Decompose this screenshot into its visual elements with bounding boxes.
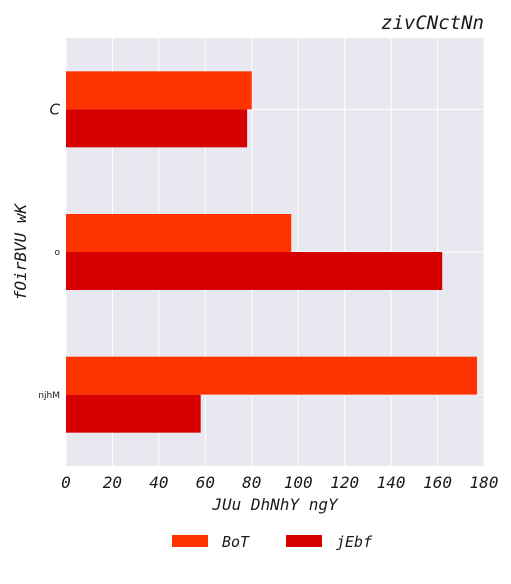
y-axis-label: fOirBVU wK: [11, 202, 30, 300]
bar-jebf-njhm: [66, 394, 201, 433]
legend-label-bot: BoT: [222, 533, 250, 551]
x-tick-label: 80: [242, 473, 261, 492]
x-tick-label: 100: [284, 473, 313, 492]
x-axis-label: JUu DhNhY ngY: [211, 495, 339, 514]
bar-bot-c: [66, 71, 252, 110]
bar-bot-njhm: [66, 356, 478, 395]
legend-swatch-jebf: [286, 535, 322, 547]
bar-jebf-o: [66, 252, 443, 290]
x-tick-label: 160: [423, 473, 452, 492]
x-tick-label: 140: [377, 473, 406, 492]
legend: BoT jEbf: [172, 533, 373, 551]
y-category-label: o: [54, 248, 60, 258]
x-tick-label: 120: [330, 473, 359, 492]
x-tick-labels: 0 20 40 60 80 100 120 140 160 180: [61, 473, 498, 492]
y-category-label: C: [50, 101, 61, 119]
x-tick-label: 60: [196, 473, 215, 492]
y-category-labels: Co njhM: [38, 101, 60, 401]
legend-swatch-bot: [172, 535, 208, 547]
x-tick-label: 40: [149, 473, 168, 492]
bar-bot-o: [66, 214, 292, 252]
bar-jebf-c: [66, 109, 248, 148]
x-tick-label: 0: [61, 473, 71, 492]
x-tick-label: 20: [103, 473, 122, 492]
x-tick-label: 180: [470, 473, 499, 492]
bars: [66, 71, 478, 433]
legend-label-jebf: jEbf: [336, 533, 373, 551]
y-category-label: njhM: [38, 391, 60, 401]
chart-title: zivCNctNn: [381, 12, 484, 34]
